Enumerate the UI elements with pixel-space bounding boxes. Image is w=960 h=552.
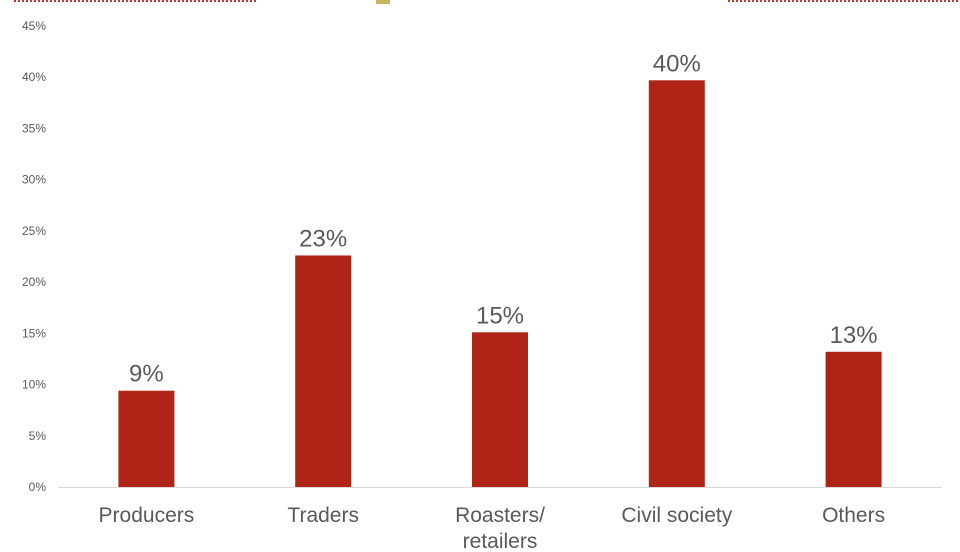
- bars: [118, 80, 882, 487]
- bar: [118, 390, 175, 487]
- data-label: 13%: [830, 322, 878, 349]
- y-tick-label: 30%: [22, 173, 46, 187]
- x-tick-label: Roasters/retailers: [455, 504, 545, 552]
- x-tick-label-line: Others: [822, 504, 885, 527]
- x-axis: Producers Traders Roasters/retailers Civil …: [99, 504, 886, 552]
- bar: [825, 351, 882, 487]
- data-label: 9%: [129, 361, 164, 388]
- y-tick-label: 0%: [29, 480, 47, 494]
- y-axis: 0% 5% 10% 15% 20% 25% 30% 35% 40% 45%: [22, 19, 46, 494]
- bar: [648, 80, 705, 487]
- y-tick-label: 25%: [22, 224, 46, 238]
- x-tick-label: Producers: [99, 504, 195, 527]
- y-tick-label: 15%: [22, 326, 46, 340]
- x-tick-label: Traders: [287, 504, 359, 527]
- y-tick-label: 20%: [22, 275, 46, 289]
- x-tick-label-line: Traders: [287, 504, 359, 527]
- data-label: 15%: [476, 302, 524, 329]
- x-tick-label-line: retailers: [463, 530, 538, 552]
- data-labels: 9% 23% 15% 40% 13%: [129, 50, 878, 387]
- x-tick-label-line: Producers: [99, 504, 195, 527]
- y-tick-label: 5%: [29, 429, 47, 443]
- data-label: 40%: [653, 50, 701, 77]
- bar: [295, 255, 352, 487]
- data-label: 23%: [299, 225, 347, 252]
- x-tick-label: Civil society: [621, 504, 732, 527]
- y-tick-label: 40%: [22, 70, 46, 84]
- x-tick-label-line: Roasters/: [455, 504, 545, 527]
- x-tick-label-line: Civil society: [621, 504, 732, 527]
- y-tick-label: 10%: [22, 378, 46, 392]
- top-decoration: [14, 0, 958, 4]
- y-tick-label: 35%: [22, 121, 46, 135]
- top-center-marker: [376, 0, 390, 4]
- y-tick-label: 45%: [22, 19, 46, 33]
- bar: [472, 332, 528, 487]
- x-tick-label: Others: [822, 504, 885, 527]
